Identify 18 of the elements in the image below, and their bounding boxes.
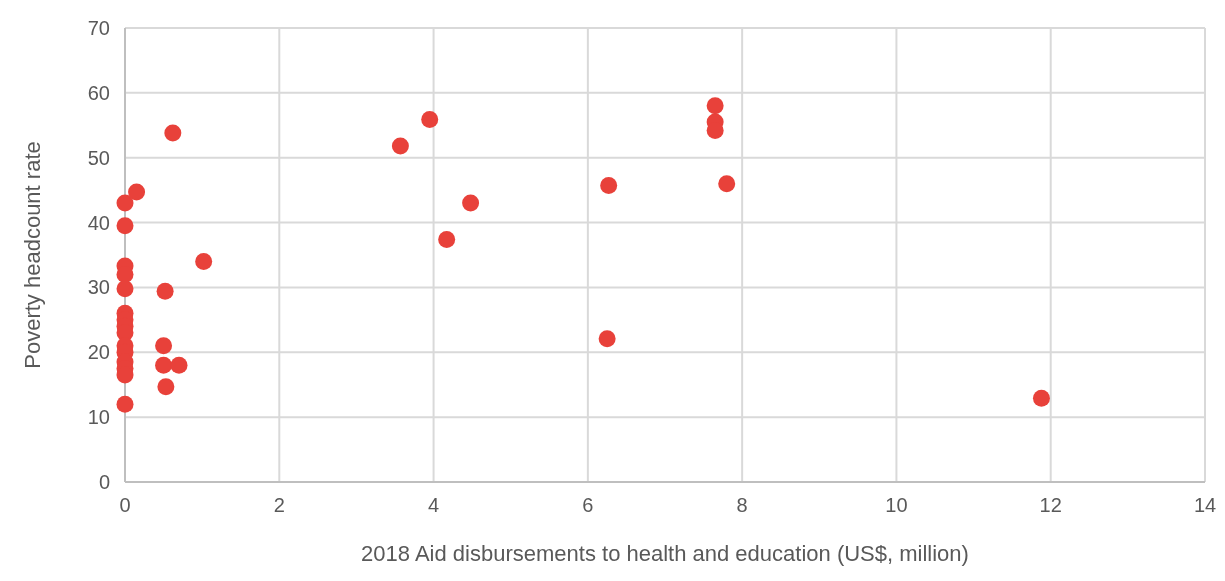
x-tick-label: 10	[885, 494, 908, 516]
x-tick-label: 0	[119, 494, 131, 516]
y-tick-label: 20	[87, 341, 110, 364]
y-axis-title: Poverty headcount rate	[20, 141, 45, 369]
x-tick-label: 8	[736, 494, 748, 516]
x-tick-label: 2	[273, 494, 285, 516]
y-tick-label: 30	[87, 276, 110, 299]
x-tick-label: 4	[428, 494, 440, 516]
y-tick-label: 40	[87, 211, 110, 234]
x-tick-label: 14	[1193, 494, 1217, 516]
y-tick-label: 60	[87, 81, 110, 104]
y-tick-label: 0	[98, 471, 110, 493]
y-tick-label: 70	[87, 17, 110, 39]
x-tick-label: 12	[1039, 494, 1062, 516]
y-tick-label: 10	[87, 406, 110, 429]
y-tick-label: 50	[87, 146, 110, 169]
x-tick-label: 6	[582, 494, 594, 516]
x-axis-title: 2018 Aid disbursements to health and education (US$, million)	[361, 541, 969, 566]
